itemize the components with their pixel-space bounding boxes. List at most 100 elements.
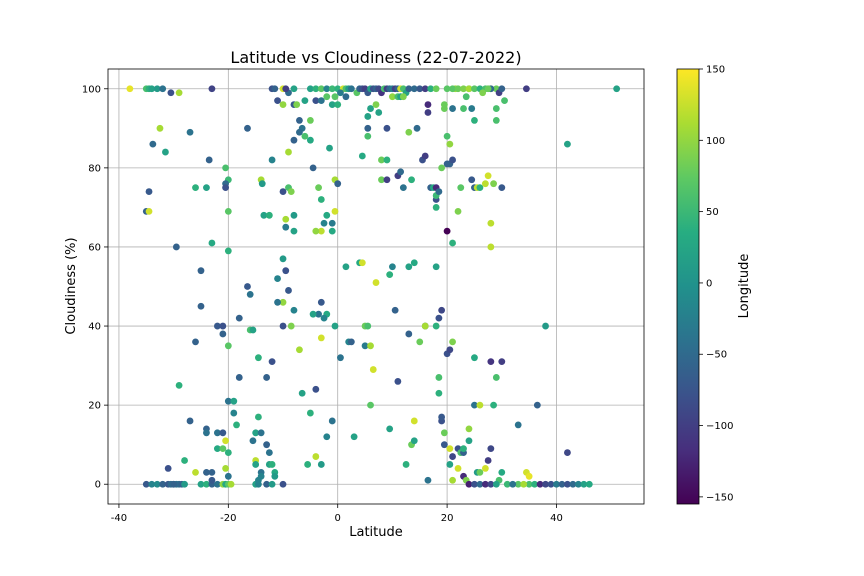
data-point xyxy=(192,468,199,476)
data-point xyxy=(312,85,320,93)
data-point xyxy=(285,148,292,156)
data-point xyxy=(263,374,271,381)
colorbar-tick-label: −100 xyxy=(706,421,733,432)
colorbar-tick-label: 150 xyxy=(706,65,725,76)
data-point xyxy=(252,461,260,468)
data-point xyxy=(438,306,446,314)
data-point xyxy=(498,468,506,476)
data-point xyxy=(372,101,380,108)
data-point xyxy=(424,109,432,116)
data-point xyxy=(145,207,153,215)
data-point xyxy=(454,85,462,93)
colorbar-tick-label: 0 xyxy=(706,278,712,289)
data-point xyxy=(197,302,205,310)
data-point xyxy=(219,429,227,437)
data-point xyxy=(487,219,495,227)
data-point xyxy=(149,140,157,148)
data-point xyxy=(282,85,290,93)
data-point xyxy=(569,480,577,488)
data-point xyxy=(391,306,399,314)
data-point xyxy=(317,461,325,468)
data-point xyxy=(542,480,549,488)
data-point xyxy=(564,480,571,488)
data-point xyxy=(454,207,462,215)
data-point xyxy=(364,113,372,120)
data-point xyxy=(460,85,467,93)
data-point xyxy=(435,314,443,322)
data-point xyxy=(462,93,470,101)
data-point xyxy=(383,124,391,132)
data-point xyxy=(263,441,271,449)
data-point xyxy=(367,105,374,112)
data-point xyxy=(446,140,454,148)
data-point xyxy=(224,342,232,350)
data-point xyxy=(364,132,372,140)
data-point xyxy=(296,346,303,354)
data-point xyxy=(213,429,221,437)
data-point xyxy=(208,85,216,93)
data-point xyxy=(306,136,314,144)
data-point xyxy=(257,472,265,480)
data-point xyxy=(315,310,322,318)
data-point xyxy=(337,354,344,362)
data-point xyxy=(574,480,582,488)
data-point xyxy=(186,417,194,425)
data-point xyxy=(293,101,301,108)
data-point xyxy=(255,354,262,362)
data-point xyxy=(564,449,571,456)
data-point xyxy=(446,346,454,354)
data-point xyxy=(224,472,232,480)
data-point xyxy=(378,156,385,164)
data-point xyxy=(260,211,268,219)
data-point xyxy=(421,85,429,93)
data-point xyxy=(246,291,254,298)
data-point xyxy=(460,105,467,112)
data-point xyxy=(323,211,331,219)
data-point xyxy=(490,180,497,188)
x-tick-label: 20 xyxy=(441,513,454,524)
data-point xyxy=(481,465,489,472)
data-point xyxy=(410,85,418,93)
data-point xyxy=(328,101,336,108)
data-point xyxy=(279,298,287,306)
data-point xyxy=(342,93,350,101)
data-point xyxy=(290,85,298,93)
data-point xyxy=(230,409,238,417)
data-point xyxy=(383,156,391,164)
data-point xyxy=(421,322,429,330)
data-point xyxy=(298,389,306,397)
data-point xyxy=(312,453,320,460)
data-point xyxy=(342,263,350,271)
data-point xyxy=(263,480,271,488)
data-point xyxy=(443,85,451,93)
data-point xyxy=(296,128,303,136)
data-point xyxy=(465,85,473,93)
colorbar-tick-label: −150 xyxy=(706,492,733,503)
data-point xyxy=(304,461,312,468)
data-point xyxy=(328,219,336,227)
data-point xyxy=(208,476,216,484)
data-point xyxy=(416,85,424,93)
data-point xyxy=(219,322,227,330)
data-point xyxy=(235,374,243,381)
data-point xyxy=(312,97,320,105)
data-point xyxy=(274,298,281,306)
data-point xyxy=(435,374,443,381)
data-point xyxy=(148,480,156,488)
data-point xyxy=(564,140,571,148)
data-point xyxy=(465,425,473,433)
data-point xyxy=(503,480,511,488)
data-point xyxy=(290,211,298,219)
y-axis-label: Cloudiness (%) xyxy=(64,237,79,334)
data-point xyxy=(481,180,489,188)
data-point xyxy=(331,93,339,101)
data-point xyxy=(323,85,331,93)
data-point xyxy=(487,358,495,366)
data-point xyxy=(233,421,240,429)
data-point xyxy=(192,184,199,192)
data-point xyxy=(438,413,446,421)
data-point xyxy=(394,378,402,385)
chart-title: Latitude vs Cloudiness (22-07-2022) xyxy=(230,48,521,67)
data-point xyxy=(375,109,383,116)
data-point xyxy=(440,429,448,437)
